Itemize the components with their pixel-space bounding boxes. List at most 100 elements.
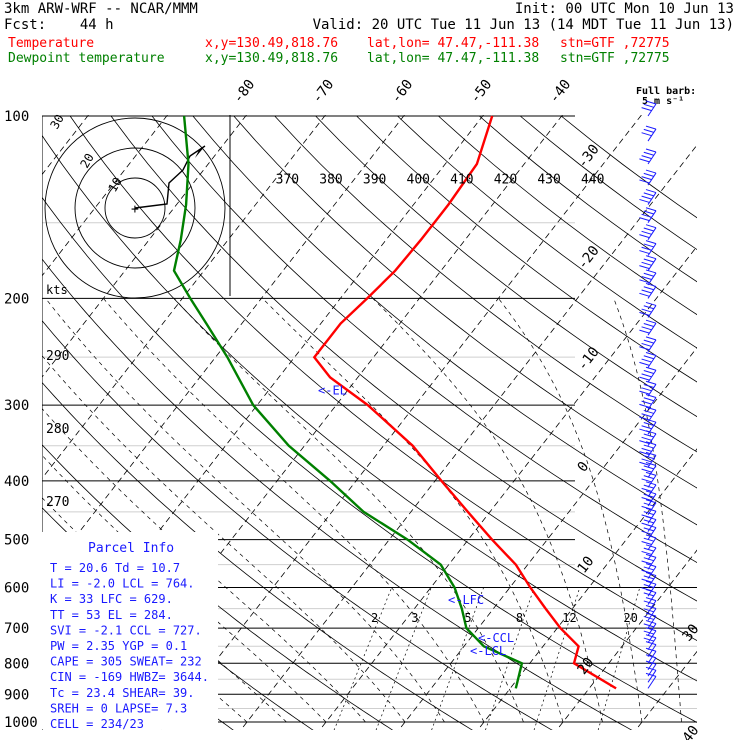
wind-barb-feather <box>645 553 657 558</box>
level-label-lcl: <-LCL <box>470 644 506 658</box>
isotherm-label: -70 <box>309 77 337 107</box>
parcel-info-row: SVI = -2.1 CCL = 727. <box>50 623 202 637</box>
isotherm-label: 10 <box>575 553 598 576</box>
hodograph-ring <box>104 177 166 239</box>
pressure-tick-label: 400 <box>4 474 29 490</box>
temperature-legend-label: Temperature <box>8 36 95 51</box>
wind-barb-feather <box>641 326 652 331</box>
wind-barb <box>641 553 657 570</box>
wind-barb-feather <box>639 179 650 184</box>
wind-barb <box>641 100 657 117</box>
isotherm-label: 40 <box>680 723 703 740</box>
wind-barb-feather <box>643 421 654 426</box>
dewpoint-profile <box>172 115 524 689</box>
wind-barb-feather <box>641 246 652 251</box>
parcel-info-row: T = 20.6 Td = 10.7 <box>50 561 180 575</box>
mixing-ratio-line <box>485 587 535 730</box>
wind-barb <box>641 490 657 507</box>
wind-barb-staff <box>647 557 657 570</box>
wind-barb <box>645 654 657 671</box>
wind-barb-feather <box>643 172 654 177</box>
wind-barb-feather <box>641 230 652 235</box>
wind-barb-staff <box>647 566 657 579</box>
mixing-ratio-line <box>431 587 484 730</box>
mixing-ratio-label: 12 <box>562 611 576 625</box>
wind-barb-feather <box>643 600 654 605</box>
wind-barb-feather <box>639 329 650 334</box>
wind-barb-feather <box>639 346 650 351</box>
dry-adiabat-line <box>42 196 697 723</box>
pressure-tick-label: 700 <box>4 621 29 637</box>
wind-barb-feather <box>645 125 657 130</box>
wind-barb-feather <box>641 195 652 200</box>
wind-barb-feather <box>643 623 654 628</box>
parcel-info-row: CIN = -169 HWBZ= 3644. <box>50 670 209 684</box>
wind-barb <box>639 207 657 223</box>
wind-barb-feather <box>643 630 654 635</box>
wind-barb-feather <box>639 361 650 366</box>
wind-barb-feather <box>645 490 657 495</box>
pressure-tick-label: 900 <box>4 687 29 703</box>
wind-barb-feather <box>645 224 657 229</box>
isotherm-line <box>711 103 740 735</box>
wind-barb-feather <box>645 169 657 174</box>
wind-barb <box>641 462 657 478</box>
wind-barb-feather <box>639 461 650 466</box>
wind-barb-feather <box>641 468 652 473</box>
wind-barb-feather <box>641 560 652 565</box>
mixing-ratio-line <box>375 587 432 730</box>
wind-barb-staff <box>647 493 657 507</box>
wind-barb <box>645 666 657 683</box>
dry-adiabat-line <box>192 115 697 526</box>
wind-barb-feather <box>641 487 652 492</box>
wind-barb-feather <box>643 465 654 470</box>
wind-barb-feather <box>645 189 657 194</box>
dry-adiabat-line <box>110 115 697 602</box>
wind-barb-feather <box>645 255 657 260</box>
parcel-info-row: LI = -2.0 LCL = 764. <box>50 577 195 591</box>
wind-barb-feather <box>645 394 657 398</box>
wind-barb-feather <box>645 634 657 639</box>
wind-barb-feather <box>643 272 654 277</box>
wind-barb-staff <box>647 657 657 671</box>
model-title: 3km ARW-WRF -- NCAR/MMM <box>4 1 198 17</box>
dry-adiabat-line <box>42 381 473 730</box>
wind-barb-feather <box>643 484 654 489</box>
wind-barb-feather <box>645 481 657 486</box>
wind-barb-feather <box>643 227 654 232</box>
wind-barb-feather <box>641 213 652 218</box>
theta-label: 290 <box>46 349 69 364</box>
wind-barb-feather <box>643 584 654 588</box>
isotherm-label: -20 <box>575 243 603 273</box>
dewpoint-legend-station: stn=GTF ,72775 <box>560 51 670 66</box>
wind-barb-feather <box>645 418 657 423</box>
wind-barb-feather <box>641 458 652 463</box>
wind-barb-feather <box>643 511 654 516</box>
wind-barb-feather <box>645 627 657 632</box>
wind-barb-feather <box>639 292 650 297</box>
pressure-tick-label: 100 <box>4 109 29 125</box>
wind-barb-feather <box>645 451 657 456</box>
wind-barb-staff <box>647 676 657 689</box>
wind-barb <box>639 224 657 240</box>
wind-barb-feather <box>645 572 657 577</box>
wind-barb <box>639 255 657 271</box>
wind-barb-feather <box>641 358 652 363</box>
wind-barb-feather <box>643 537 654 542</box>
wind-barb-staff <box>647 103 657 117</box>
wind-barb-feather <box>641 261 652 266</box>
wind-barb-feather <box>641 541 652 545</box>
hodograph-units-label: kts <box>46 283 68 297</box>
mixing-ratio-line <box>533 587 581 730</box>
wind-barb-feather <box>639 158 650 163</box>
wind-barb-feather <box>641 530 652 535</box>
dry-adiabat-line <box>42 134 697 682</box>
wind-barb-feather <box>639 217 650 222</box>
wind-barb-feather <box>641 478 652 483</box>
pressure-tick-label: 800 <box>4 656 29 672</box>
theta-label: 370 <box>276 173 299 188</box>
wind-barb-feather <box>645 641 657 646</box>
wind-barb-feather <box>645 589 657 594</box>
dry-adiabat-line <box>42 258 633 730</box>
wind-barb-feather <box>645 282 657 287</box>
